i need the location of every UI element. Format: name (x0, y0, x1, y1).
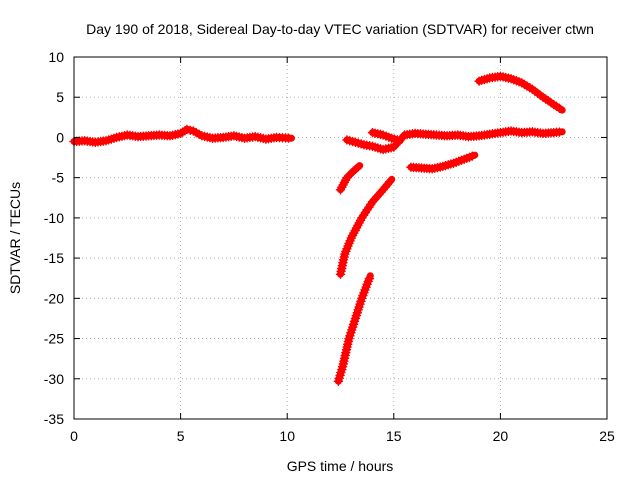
plot-frame (73, 56, 608, 420)
series-markers (69, 124, 294, 148)
x-tick-label: 5 (177, 428, 185, 444)
y-tick-label: 0 (56, 129, 64, 145)
x-tick-label: 0 (70, 428, 78, 444)
y-tick-label: 5 (56, 89, 64, 105)
series-markers (474, 71, 565, 113)
y-axis-label: SDTVAR / TECUs (7, 182, 23, 294)
series-markers (335, 162, 363, 195)
x-tick-label: 15 (386, 428, 402, 444)
series-markers (342, 126, 565, 155)
y-tick-label: -15 (44, 250, 64, 266)
series-markers (367, 127, 403, 145)
y-tick-label: -30 (44, 371, 64, 387)
y-tick-label: -25 (44, 331, 64, 347)
series-markers (335, 177, 395, 279)
x-tick-label: 20 (493, 428, 509, 444)
axis-ticks: 0 5 10 15 20 25 -35 -30 -25 -20 -15 -10 -5 0 5 10 (44, 49, 615, 444)
x-tick-label: 25 (599, 428, 615, 444)
y-tick-label: -35 (44, 411, 64, 427)
x-axis-label: GPS time / hours (287, 458, 394, 474)
data-series (69, 71, 566, 386)
series-markers (333, 273, 375, 386)
y-tick-label: -20 (44, 290, 64, 306)
y-tick-label: -5 (52, 170, 65, 186)
x-tick-label: 10 (279, 428, 295, 444)
y-tick-label: -10 (44, 210, 64, 226)
chart-title: Day 190 of 2018, Sidereal Day-to-day VTE… (86, 21, 594, 37)
gridlines (74, 57, 607, 419)
series-markers (406, 151, 477, 174)
y-tick-label: 10 (48, 49, 64, 65)
